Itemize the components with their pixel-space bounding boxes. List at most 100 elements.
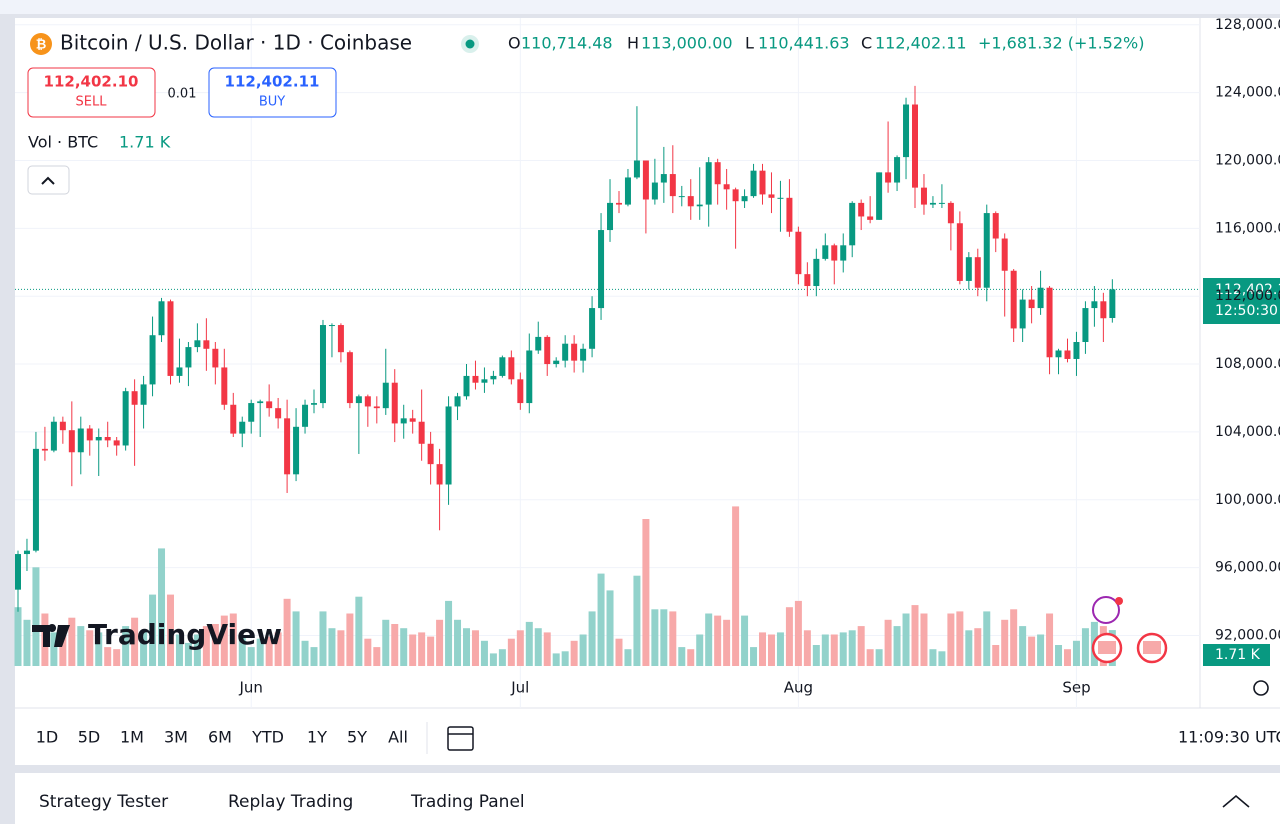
candle-body xyxy=(149,335,156,385)
candle-body xyxy=(328,325,335,327)
settings-icon[interactable] xyxy=(1253,680,1269,696)
volume-bar xyxy=(104,647,112,666)
panel-tab[interactable]: Trading Panel xyxy=(410,792,525,812)
candle-body xyxy=(400,418,407,424)
candle-body xyxy=(302,404,309,427)
range-button[interactable]: All xyxy=(388,728,408,747)
volume-bar xyxy=(839,632,847,666)
candle-body xyxy=(77,428,84,453)
candle-body xyxy=(1100,301,1107,319)
sell-button[interactable] xyxy=(27,67,156,118)
symbol-title[interactable]: Bitcoin / U.S. Dollar · 1D · Coinbase xyxy=(60,31,412,55)
range-button[interactable]: 3M xyxy=(164,728,188,747)
caret-icon xyxy=(41,176,55,185)
volume-bar xyxy=(283,598,291,666)
volume-bar xyxy=(23,619,31,666)
volume-bar xyxy=(642,519,650,666)
ohlc-key: O xyxy=(508,34,521,53)
candle-body xyxy=(535,336,542,351)
volume-bar xyxy=(346,613,354,666)
calendar-icon[interactable] xyxy=(447,726,474,751)
candle-body xyxy=(436,464,443,485)
grid xyxy=(15,18,1200,708)
volume-bar xyxy=(274,632,282,666)
candle-body xyxy=(633,160,640,178)
candle-body xyxy=(158,301,165,336)
range-button[interactable]: 6M xyxy=(208,728,232,747)
candle-body xyxy=(41,448,48,451)
volume-bar xyxy=(965,630,973,666)
volume-bar xyxy=(149,594,157,666)
volume-bar xyxy=(875,649,883,666)
range-button[interactable]: YTD xyxy=(251,728,284,747)
volume-layer xyxy=(14,506,1116,666)
panel-tab[interactable]: Strategy Tester xyxy=(39,792,168,812)
volume-bar xyxy=(678,647,686,666)
ohlc-value: 113,000.00 xyxy=(641,34,733,53)
candle-body xyxy=(858,202,865,217)
range-button[interactable]: 1M xyxy=(120,728,144,747)
candle-body xyxy=(391,382,398,424)
volume-bar xyxy=(956,611,964,666)
range-buttons: 1D 5D 1M 3M 6M YTD 1Y 5Y All xyxy=(36,728,408,747)
candle-body xyxy=(418,421,425,444)
candle-body xyxy=(454,396,461,407)
candle-body xyxy=(122,391,129,446)
flag xyxy=(1143,641,1161,654)
candle-body xyxy=(965,257,972,281)
candle-body xyxy=(669,174,676,197)
y-tick-label: 120,000.00 xyxy=(1215,152,1280,168)
candle-body xyxy=(885,172,892,183)
candle-body xyxy=(867,216,874,220)
spread: 0.01 xyxy=(168,87,197,102)
candle-body xyxy=(490,375,497,380)
volume-tag xyxy=(1203,644,1270,666)
volume-bar xyxy=(328,628,336,666)
candle-body xyxy=(705,162,712,205)
volume-bar xyxy=(131,617,139,666)
volume-bar xyxy=(588,611,596,666)
volume-bar xyxy=(776,632,784,666)
candle-body xyxy=(239,421,246,434)
volume-bar xyxy=(633,575,641,666)
candle-body xyxy=(346,352,353,404)
event-icon[interactable] xyxy=(1092,596,1120,624)
volume-bar xyxy=(418,632,426,666)
volume-bar xyxy=(364,638,372,666)
panel-tab[interactable]: Replay Trading xyxy=(228,792,353,812)
sell-price: 112,402.10 xyxy=(44,73,139,91)
candle-body xyxy=(795,231,802,275)
candle-body xyxy=(212,348,219,368)
range-button[interactable]: 1D xyxy=(36,728,59,747)
volume-bar xyxy=(750,647,758,666)
volume-tag-label: 1.71 K xyxy=(1215,647,1261,663)
candle-body xyxy=(983,213,990,288)
volume-bar xyxy=(597,573,605,666)
candle-body xyxy=(113,440,120,446)
candle-body xyxy=(660,174,667,183)
volume-value: 1.71 K xyxy=(119,133,171,152)
bottom-panel xyxy=(15,773,1280,824)
candle-body xyxy=(687,196,694,207)
volume-bar xyxy=(947,613,955,666)
candle-body xyxy=(1082,308,1089,342)
candle-body xyxy=(822,245,829,259)
candle-body xyxy=(50,421,57,451)
y-tick-label: 96,000.00 xyxy=(1215,560,1280,576)
candle-body xyxy=(589,308,596,349)
expand-icon[interactable] xyxy=(1222,794,1250,808)
volume-bar xyxy=(292,611,300,666)
candle-body xyxy=(517,379,524,404)
range-button[interactable]: 5Y xyxy=(347,728,367,747)
ohlc-value: 112,402.11 xyxy=(875,34,967,53)
range-button[interactable]: 1Y xyxy=(307,728,327,747)
y-tick-label: 108,000.00 xyxy=(1215,356,1280,372)
range-button[interactable]: 5D xyxy=(78,728,101,747)
volume-bar xyxy=(14,607,22,666)
x-tick-label: Jun xyxy=(239,679,263,697)
collapse-button[interactable] xyxy=(27,165,70,195)
volume-bar xyxy=(391,624,399,666)
buy-button[interactable] xyxy=(208,67,337,118)
volume-bar xyxy=(454,619,462,666)
